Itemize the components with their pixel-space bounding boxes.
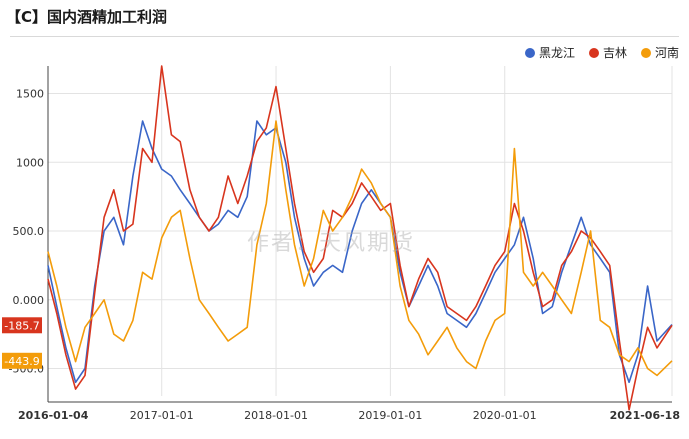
legend-dot-icon [640, 47, 651, 58]
x-tick-label: 2020-01-01 [473, 409, 537, 422]
legend-dot-icon [524, 47, 535, 58]
y-tick-label: 1500 [16, 88, 44, 101]
legend-item-henan[interactable]: 河南 [640, 44, 679, 61]
legend-label: 黑龙江 [538, 46, 575, 60]
x-tick-label: 2018-01-01 [244, 409, 308, 422]
legend-dot-icon [588, 47, 599, 58]
x-tick-label: 2019-01-01 [358, 409, 422, 422]
legend-item-heilongjiang[interactable]: 黑龙江 [524, 44, 575, 61]
x-tick-label: 2016-01-04 [18, 409, 89, 422]
series-line-2 [47, 120, 673, 377]
watermark-text: 作者：天风期货 [247, 231, 416, 256]
chart-legend: 黑龙江 吉林 河南 [524, 44, 679, 61]
y-tick-label: 1000 [16, 156, 44, 169]
y-tick-label: 500.0 [13, 225, 45, 238]
x-tick-label: 2017-01-01 [130, 409, 194, 422]
title-divider [10, 36, 679, 37]
last-value-label: -443.9 [4, 355, 39, 368]
page-title: 【C】国内酒精加工利润 [6, 8, 168, 26]
last-value-label: -185.7 [4, 319, 39, 332]
legend-label: 吉林 [602, 46, 627, 60]
series-line-0 [47, 120, 673, 384]
last-value-badge [2, 317, 42, 334]
legend-item-jilin[interactable]: 吉林 [588, 44, 627, 61]
y-tick-label: 0.000 [13, 294, 45, 307]
last-value-badge [2, 352, 42, 369]
x-tick-label: 2021-06-18 [610, 409, 680, 422]
series-line-1 [47, 65, 673, 411]
legend-label: 河南 [654, 46, 679, 60]
